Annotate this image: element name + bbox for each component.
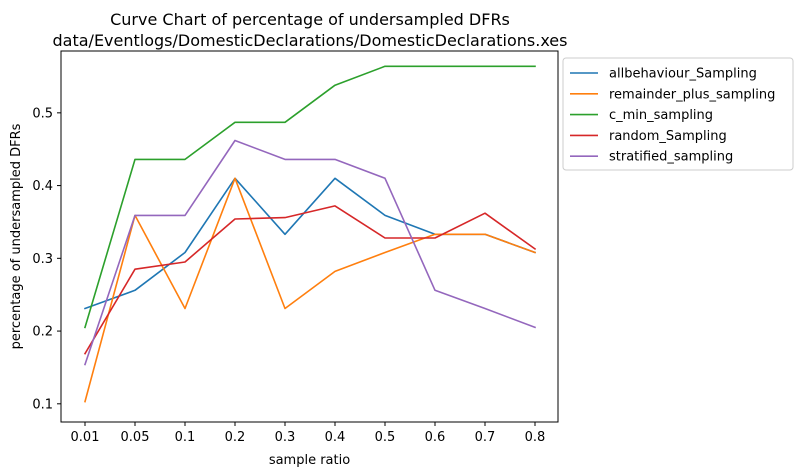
y-tick-label: 0.1 <box>32 397 53 412</box>
x-tick-label: 0.6 <box>425 430 446 445</box>
x-axis-ticks: 0.01 0.05 0.1 0.2 0.3 0.4 0.5 0.6 0.7 0.8 <box>71 422 546 445</box>
y-axis-ticks: 0.1 0.2 0.3 0.4 0.5 <box>32 106 61 412</box>
legend-label: stratified_sampling <box>609 150 733 165</box>
legend-label: c_min_sampling <box>609 108 713 123</box>
x-tick-label: 0.3 <box>275 430 296 445</box>
series-lines <box>83 65 537 403</box>
series-line-c_min_sampling <box>84 65 536 329</box>
legend-label: random_Sampling <box>609 129 727 144</box>
y-tick-label: 0.5 <box>32 106 53 121</box>
series-line-random_Sampling <box>83 205 537 355</box>
x-tick-label: 0.2 <box>225 430 246 445</box>
y-tick-label: 0.4 <box>32 179 53 194</box>
x-tick-label: 0.05 <box>121 430 150 445</box>
chart-title: Curve Chart of percentage of undersample… <box>110 10 510 29</box>
y-axis-label: percentage of undersampled DFRs <box>9 123 24 349</box>
y-tick-label: 0.2 <box>32 325 53 340</box>
legend: allbehaviour_Sampling remainder_plus_samp… <box>562 57 794 171</box>
x-tick-label: 0.5 <box>375 430 396 445</box>
chart-subtitle: data/Eventlogs/DomesticDeclarations/Dome… <box>53 31 568 50</box>
x-tick-label: 0.7 <box>475 430 496 445</box>
x-tick-label: 0.1 <box>175 430 196 445</box>
y-tick-label: 0.3 <box>32 252 53 267</box>
x-tick-label: 0.8 <box>525 430 546 445</box>
legend-label: remainder_plus_sampling <box>609 87 775 102</box>
x-tick-label: 0.01 <box>71 430 100 445</box>
legend-frame <box>562 57 794 171</box>
x-axis-label: sample ratio <box>269 453 350 468</box>
series-line-stratified_sampling <box>83 139 537 366</box>
plot-area-frame <box>60 50 559 423</box>
x-tick-label: 0.4 <box>325 430 346 445</box>
series-line-remainder_plus_sampling <box>84 177 537 403</box>
legend-label: allbehaviour_Sampling <box>609 67 757 82</box>
